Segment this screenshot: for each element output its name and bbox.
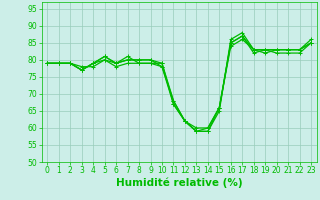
X-axis label: Humidité relative (%): Humidité relative (%) <box>116 178 243 188</box>
